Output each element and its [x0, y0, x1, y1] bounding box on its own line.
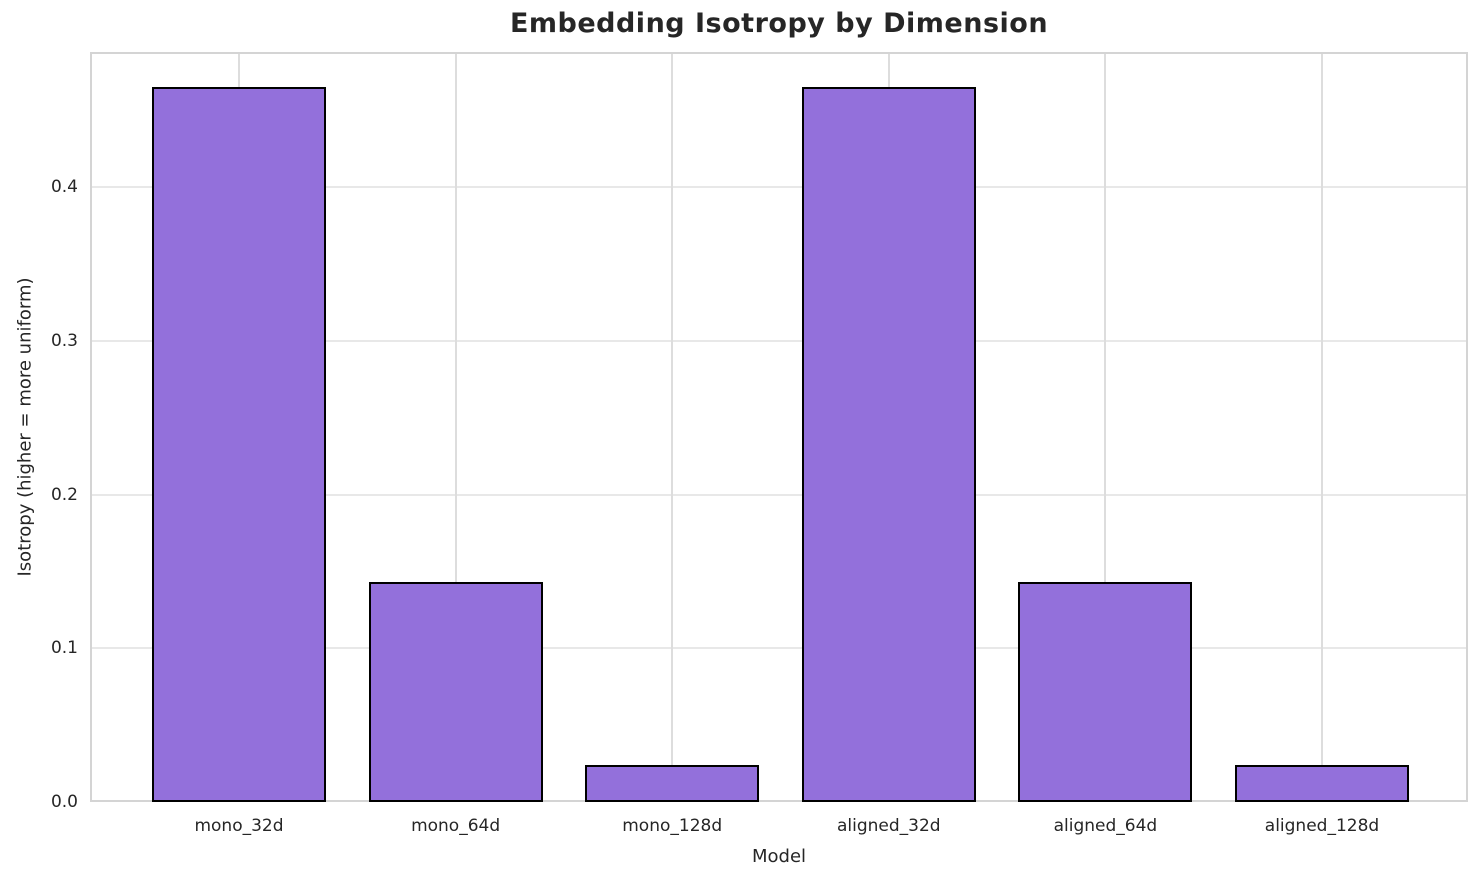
x-tick-label: mono_64d [411, 816, 501, 836]
y-axis-ticks: 0.0 0.1 0.2 0.3 0.4 [0, 52, 78, 812]
gridline-horizontal [90, 186, 1468, 189]
x-axis-label: Model [751, 846, 807, 867]
y-tick-label: 0.0 [50, 792, 78, 812]
bar-aligned_128d [1235, 765, 1409, 802]
gridline-vertical [454, 52, 457, 802]
x-tick-label: aligned_64d [1053, 816, 1158, 836]
gridline-vertical [671, 52, 674, 802]
x-axis-ticks: mono_32d mono_64d mono_128d aligned_32d alig… [90, 812, 1468, 842]
chart-title: Embedding Isotropy by Dimension [509, 8, 1049, 39]
gridline-vertical [1104, 52, 1107, 802]
y-axis-label: Isotropy (higher = more uniform) [14, 277, 36, 577]
bar-mono_32d [152, 87, 326, 802]
plot-area [90, 52, 1468, 802]
x-tick-label: aligned_128d [1264, 816, 1380, 836]
y-tick-label: 0.3 [50, 330, 78, 351]
gridline-horizontal [90, 493, 1468, 496]
x-tick-label: mono_32d [194, 816, 284, 836]
gridline-vertical [1321, 52, 1323, 802]
bar-mono_128d [585, 765, 760, 802]
gridline-horizontal [90, 339, 1468, 342]
x-tick-label: mono_128d [622, 816, 723, 836]
y-tick-label: 0.4 [50, 177, 78, 198]
y-tick-label: 0.1 [50, 638, 78, 659]
bar-mono_64d [368, 582, 543, 802]
gridline-horizontal [90, 647, 1468, 650]
x-tick-label: aligned_32d [836, 816, 941, 836]
bar-aligned_32d [801, 87, 976, 802]
y-tick-label: 0.2 [50, 484, 78, 505]
bar-aligned_64d [1018, 582, 1193, 802]
